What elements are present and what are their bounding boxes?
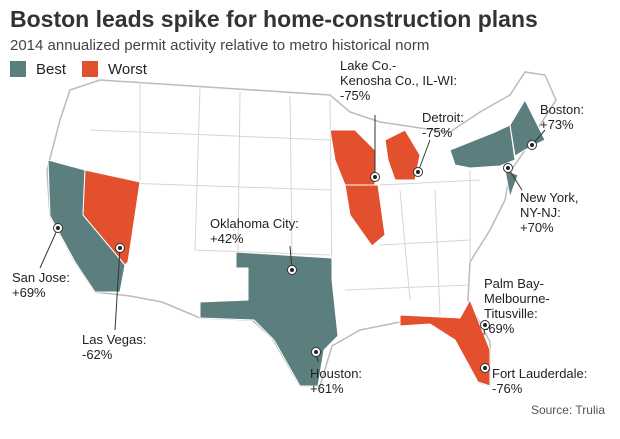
callout-text: Kenosha Co., IL-WI: [340,73,457,88]
callout-text: Melbourne- [484,291,550,306]
city-dot [118,246,122,250]
city-dot [506,166,510,170]
callout-text: Houston: [310,366,362,381]
new-york [449,124,516,169]
michigan [384,129,421,181]
callout-text: NY-NJ: [520,205,561,220]
callout-text: New York, [520,190,579,205]
callout-text: -69% [484,321,515,336]
callout-text: +73% [540,117,574,132]
legend-label: Worst [108,61,148,78]
city-dot [483,366,487,370]
map [46,71,557,388]
callout-text: Las Vegas: [82,332,146,347]
state-borders [89,82,481,316]
city-dot [416,170,420,174]
callout-text: Fort Lauderdale: [492,366,587,381]
callout-text: -75% [422,125,453,140]
callout-text: Titusville: [484,306,538,321]
callout-text: -75% [340,88,371,103]
callout-text: +69% [12,285,46,300]
callouts: Lake Co.-Kenosha Co., IL-WI:-75%Detroit:… [12,58,587,396]
city-dot [373,175,377,179]
new-jersey [504,169,519,199]
title: Boston leads spike for home-construction… [10,6,538,32]
callout-text: +61% [310,381,344,396]
legend-swatch [82,61,98,77]
city-dot [56,226,60,230]
texas-oklahoma [199,251,339,387]
city-dot [290,268,294,272]
leader-line [417,139,431,173]
callout-text: Oklahoma City: [210,216,299,231]
legend: Best Worst [10,61,148,78]
callout-text: +70% [520,220,554,235]
callout-text: +42% [210,231,244,246]
leader-line [114,247,121,331]
callout-text: -76% [492,381,523,396]
source: Source: Trulia [531,403,605,417]
illinois [344,184,386,247]
leader-line [39,227,59,269]
florida [399,298,491,387]
callout-text: Palm Bay- [484,276,544,291]
subtitle: 2014 annualized permit activity relative… [10,37,429,54]
city-dot [530,143,534,147]
best-states [47,98,546,387]
city-dot [483,323,487,327]
city-dot [314,350,318,354]
callout-text: -62% [82,347,113,362]
callout-text: Lake Co.- [340,58,396,73]
nevada [82,169,141,266]
worst-states [82,129,491,387]
legend-label: Best [36,61,67,78]
callout-text: Detroit: [422,110,464,125]
legend-swatch [10,61,26,77]
callout-text: San Jose: [12,270,70,285]
callout-text: Boston: [540,102,584,117]
